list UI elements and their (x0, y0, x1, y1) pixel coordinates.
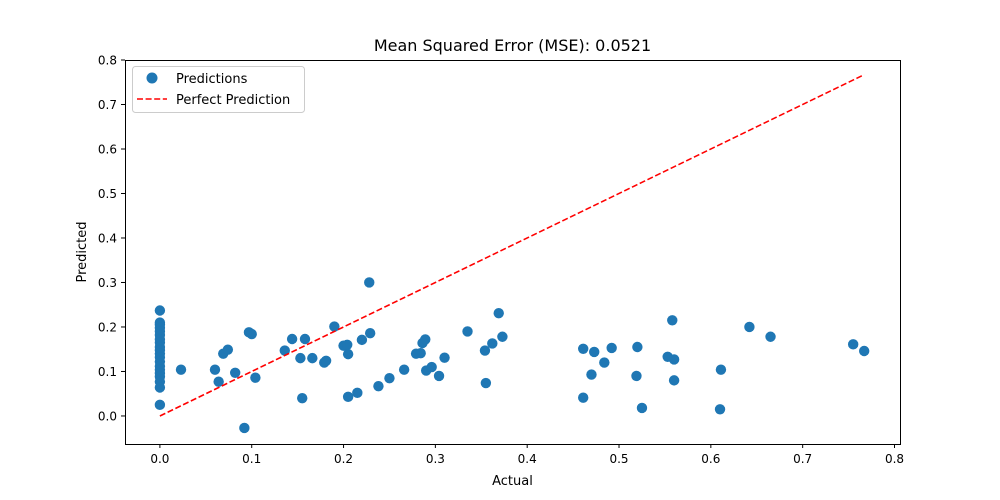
data-point (209, 364, 221, 375)
chart-title: Mean Squared Error (MSE): 0.0521 (374, 36, 651, 55)
data-point (239, 422, 250, 434)
data-point (279, 345, 290, 356)
x-tick-label: 0.4 (518, 452, 537, 466)
legend-marker-predictions (146, 72, 158, 84)
data-point (342, 339, 353, 350)
data-point (297, 392, 308, 404)
data-point (858, 345, 870, 357)
data-point (384, 372, 395, 384)
data-point (847, 339, 859, 350)
x-tick-label: 0.0 (150, 452, 169, 466)
plot-area (154, 73, 870, 434)
y-tick-label: 0.0 (98, 409, 117, 423)
data-point (589, 346, 600, 358)
data-point (462, 326, 473, 337)
data-point (286, 333, 298, 345)
data-point (415, 348, 426, 359)
data-point (586, 369, 597, 380)
legend: Predictions Perfect Prediction (132, 66, 305, 113)
data-point (373, 380, 384, 392)
data-point (744, 321, 755, 333)
data-point (175, 364, 187, 375)
data-point (439, 352, 450, 363)
x-tick-label: 0.8 (885, 452, 904, 466)
y-tick-label: 0.3 (98, 276, 117, 290)
data-point (668, 375, 680, 386)
data-point (299, 333, 311, 345)
y-tick-label: 0.8 (98, 54, 117, 68)
data-point (493, 307, 504, 319)
y-tick-label: 0.1 (98, 365, 117, 379)
data-point (636, 402, 648, 414)
data-point (631, 370, 642, 382)
y-tick-label: 0.4 (98, 231, 117, 245)
data-point (599, 357, 610, 368)
data-point (479, 345, 491, 356)
data-point (154, 382, 166, 393)
data-point (364, 328, 376, 339)
x-tick-label: 0.1 (242, 452, 261, 466)
y-axis-label: Predicted (75, 221, 90, 282)
data-point (480, 377, 492, 389)
data-point (222, 344, 234, 355)
data-point (632, 341, 643, 353)
data-point (307, 352, 318, 364)
y-tick-label: 0.7 (98, 98, 117, 112)
axes-frame (125, 60, 901, 445)
data-point (295, 352, 306, 364)
data-point (329, 321, 340, 332)
y-tick-label: 0.2 (98, 320, 117, 334)
x-tick-label: 0.2 (334, 452, 353, 466)
legend-label-perfect-prediction: Perfect Prediction (176, 93, 290, 108)
data-point (342, 391, 354, 403)
legend-label-predictions: Predictions (176, 72, 248, 87)
data-point (578, 392, 589, 403)
data-point (765, 331, 776, 342)
data-point (229, 367, 241, 379)
data-point (364, 277, 375, 288)
data-point (246, 328, 257, 340)
data-point (667, 315, 678, 326)
data-point (433, 370, 445, 382)
data-point (398, 364, 410, 375)
data-point (154, 399, 166, 411)
data-point (154, 305, 166, 316)
x-tick-label: 0.3 (426, 452, 445, 466)
data-point (578, 343, 589, 354)
scatter-points (154, 277, 870, 434)
data-point (352, 387, 363, 399)
data-point (715, 364, 727, 375)
data-point (213, 376, 224, 387)
x-axis-ticks: 0.0 0.1 0.2 0.3 0.4 0.5 0.6 0.7 0.8 (150, 444, 904, 466)
x-tick-label: 0.6 (701, 452, 720, 466)
legend-frame (132, 66, 305, 113)
x-axis-label: Actual (492, 474, 533, 489)
data-point (668, 354, 680, 365)
y-tick-label: 0.6 (98, 142, 117, 156)
perfect-prediction-line (159, 73, 865, 417)
data-point (487, 338, 498, 349)
data-point (342, 348, 354, 360)
y-axis-ticks: 0.0 0.1 0.2 0.3 0.4 0.5 0.6 0.7 0.8 (98, 54, 125, 423)
data-point (356, 334, 368, 346)
data-point (714, 404, 726, 415)
x-tick-label: 0.7 (793, 452, 812, 466)
data-point (420, 334, 431, 345)
x-tick-label: 0.5 (609, 452, 628, 466)
data-point (426, 361, 437, 373)
data-point (250, 372, 261, 383)
reference-line-layer (159, 73, 865, 417)
data-point (606, 342, 617, 354)
data-point (497, 331, 508, 342)
y-tick-label: 0.5 (98, 187, 117, 201)
data-point (320, 355, 332, 366)
